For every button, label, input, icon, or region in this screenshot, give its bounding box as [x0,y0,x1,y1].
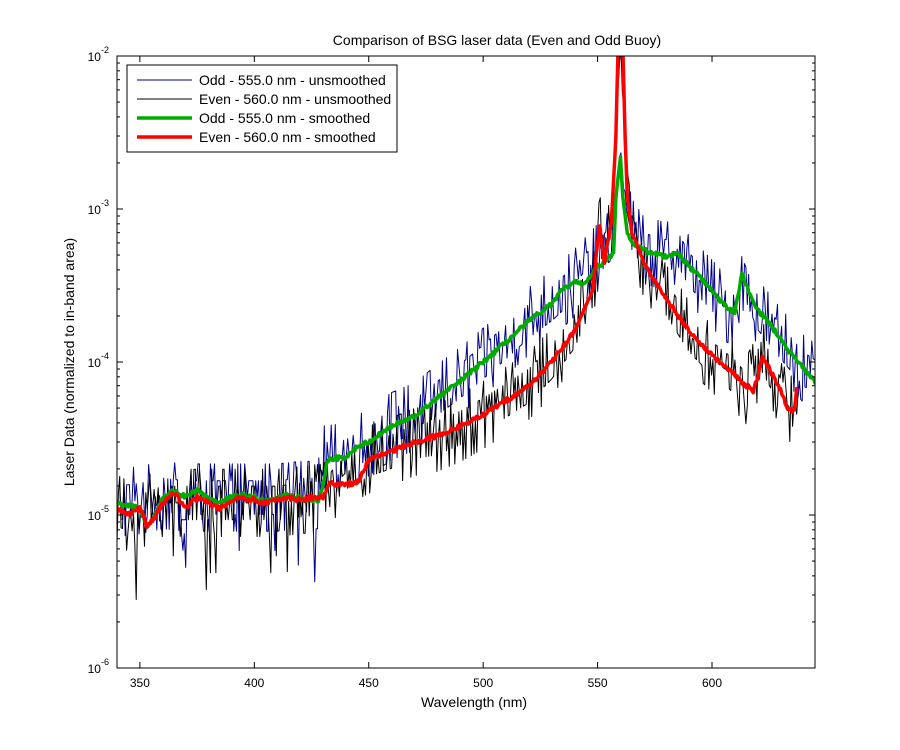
y-tick-label: 10-3 [88,198,109,217]
legend-label-4: Even - 560.0 nm - smoothed [199,129,376,145]
legend: Odd - 555.0 nm - unsmoothed Even - 560.0 … [126,64,398,153]
series-line-1 [117,152,815,583]
legend-label-1: Odd - 555.0 nm - unsmoothed [199,72,386,88]
series-line-4 [117,56,799,530]
plot-area [117,56,815,668]
legend-label-2: Even - 560.0 nm - unsmoothed [199,91,391,107]
y-tick-label: 10-6 [88,657,109,676]
x-tick-label: 550 [588,676,608,690]
chart-title: Comparison of BSG laser data (Even and O… [333,32,661,48]
y-axis-ticks: 10-6 10-5 10-4 10-3 10-2 [88,45,815,676]
x-tick-label: 350 [130,676,150,690]
y-tick-label: 10-2 [88,45,109,64]
y-tick-label: 10-4 [88,351,109,370]
x-axis-label: Wavelength (nm) [421,694,527,710]
y-tick-label: 10-5 [88,504,109,523]
legend-label-3: Odd - 555.0 nm - smoothed [199,110,370,126]
series-line-3 [117,155,815,529]
x-tick-label: 500 [473,676,493,690]
x-tick-label: 450 [359,676,379,690]
x-tick-label: 400 [244,676,264,690]
y-axis-label: Laser Data (normalized to in-band area) [61,238,77,486]
x-tick-label: 600 [702,676,722,690]
x-axis-ticks: 350 400 450 500 550 600 [130,56,722,690]
series-group [117,56,815,600]
